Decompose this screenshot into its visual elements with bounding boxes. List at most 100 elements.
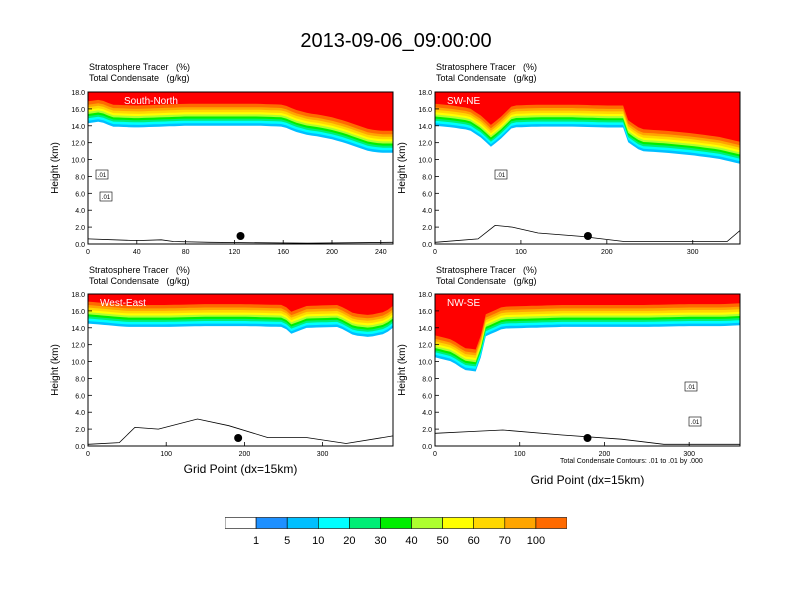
y-tick-label: 10.0 bbox=[418, 158, 432, 165]
x-tick-label: 0 bbox=[86, 249, 90, 256]
y-tick-label: 10.0 bbox=[71, 158, 85, 165]
y-tick-label: 0.0 bbox=[422, 444, 432, 451]
colorbar-box-3 bbox=[318, 517, 350, 529]
contour-label-box bbox=[95, 169, 109, 180]
panel-1-label: Stratosphere Tracer (%) Total Condensate… bbox=[89, 62, 191, 83]
colorbar-label: 60 bbox=[467, 535, 480, 547]
colorbar-label: 20 bbox=[343, 535, 356, 547]
y-axis-label: Height (km) bbox=[397, 344, 408, 396]
colorbar-box-4 bbox=[349, 517, 381, 529]
y-tick-label: 6.0 bbox=[422, 191, 432, 198]
contour-label: .01 bbox=[497, 173, 506, 179]
colorbar-label: 70 bbox=[498, 535, 511, 547]
chart-title: 2013-09-06_09:00:00 bbox=[300, 30, 492, 52]
panel-name: West-East bbox=[100, 298, 146, 309]
panel-sw-ne: SW-NE 0.0 2.0 4.0 6.0 8.0 10.0 12.0 14.0 16.0 18.0… bbox=[397, 90, 741, 256]
colorbar-label: 40 bbox=[405, 535, 418, 547]
contour-label-box bbox=[99, 191, 113, 202]
y-tick-label: 14.0 bbox=[418, 124, 432, 131]
y-tick-label: 0.0 bbox=[75, 242, 85, 249]
colorbar-label: 30 bbox=[374, 535, 387, 547]
y-tick-label: 10.0 bbox=[418, 360, 432, 367]
x-tick-label: 200 bbox=[239, 451, 251, 458]
y-axis-label: Height (km) bbox=[50, 344, 61, 396]
location-marker bbox=[236, 232, 245, 240]
y-tick-label: 12.0 bbox=[418, 343, 432, 350]
y-tick-label: 18.0 bbox=[71, 292, 85, 299]
contour-label: .01 bbox=[98, 173, 107, 179]
colorbar-box-0 bbox=[225, 517, 257, 529]
location-marker bbox=[583, 434, 592, 442]
panel-nw-se: NW-SE 0.0 2.0 4.0 6.0 8.0 10.0 12.0 14.0 16.0 18.0… bbox=[397, 292, 741, 458]
x-tick-label: 160 bbox=[277, 249, 289, 256]
plot-frame bbox=[87, 293, 394, 447]
colorbar-labels: 1 5 10 20 30 40 50 60 70 100 bbox=[225, 535, 567, 549]
y-tick-label: 4.0 bbox=[422, 410, 432, 417]
contour-label-box bbox=[494, 169, 508, 180]
location-marker bbox=[234, 434, 243, 442]
y-axis-label: Height (km) bbox=[50, 142, 61, 194]
panel-west-east: West-East 0.0 2.0 4.0 6.0 8.0 10.0 12.0 14.0 16.0… bbox=[50, 292, 394, 458]
x-tick-label: 80 bbox=[182, 249, 190, 256]
y-tick-label: 14.0 bbox=[71, 326, 85, 333]
y-tick-label: 12.0 bbox=[418, 141, 432, 148]
tracer-band-8 bbox=[435, 294, 740, 353]
tracer-band-9 bbox=[88, 294, 393, 315]
x-tick-label: 100 bbox=[160, 451, 172, 458]
contour-note: Total Condensate Contours: .01 to .01 by… bbox=[560, 458, 703, 465]
y-tick-label: 12.0 bbox=[71, 343, 85, 350]
x-tick-label: 40 bbox=[133, 249, 141, 256]
y-tick-label: 2.0 bbox=[422, 427, 432, 434]
location-marker bbox=[583, 232, 592, 240]
y-tick-label: 18.0 bbox=[418, 90, 432, 97]
colorbar-label: 100 bbox=[526, 535, 546, 547]
colorbar-box-9 bbox=[504, 517, 537, 529]
colorbar-box-2 bbox=[286, 517, 319, 529]
y-tick-label: 4.0 bbox=[75, 410, 85, 417]
y-tick-label: 6.0 bbox=[422, 393, 432, 400]
y-tick-label: 14.0 bbox=[418, 326, 432, 333]
panel-2-label: Stratosphere Tracer (%) Total Condensate… bbox=[436, 62, 538, 83]
y-tick-label: 16.0 bbox=[418, 309, 432, 316]
colorbar-box-10 bbox=[535, 517, 567, 529]
panel-name: SW-NE bbox=[447, 96, 480, 107]
colorbar-box-8 bbox=[473, 517, 506, 529]
panel-south-north: South-North 0.0 2.0 4.0 6.0 8.0 10.0 12.0 14.0 16… bbox=[50, 90, 394, 256]
y-tick-label: 16.0 bbox=[71, 107, 85, 114]
x-tick-label: 200 bbox=[601, 249, 613, 256]
x-tick-label: 240 bbox=[375, 249, 387, 256]
y-tick-label: 2.0 bbox=[75, 427, 85, 434]
y-tick-label: 18.0 bbox=[418, 292, 432, 299]
y-tick-label: 8.0 bbox=[422, 376, 432, 383]
x-tick-label: 0 bbox=[433, 451, 437, 458]
y-tick-label: 2.0 bbox=[422, 225, 432, 232]
plot-frame bbox=[87, 91, 394, 245]
y-tick-label: 0.0 bbox=[422, 242, 432, 249]
x-tick-label: 0 bbox=[433, 249, 437, 256]
panel-name: NW-SE bbox=[447, 298, 480, 309]
x-tick-label: 120 bbox=[229, 249, 241, 256]
y-tick-label: 12.0 bbox=[71, 141, 85, 148]
colorbar-label: 1 bbox=[253, 535, 260, 547]
tracer-band-9 bbox=[88, 92, 393, 131]
colorbar-box-1 bbox=[255, 517, 288, 529]
y-tick-label: 18.0 bbox=[71, 90, 85, 97]
contour-label: .01 bbox=[687, 385, 696, 391]
y-tick-label: 2.0 bbox=[75, 225, 85, 232]
x-tick-label: 100 bbox=[515, 249, 527, 256]
x-tick-label: 300 bbox=[683, 451, 695, 458]
x-tick-label: 0 bbox=[86, 451, 90, 458]
contour-label-box bbox=[684, 381, 698, 392]
x-tick-label: 300 bbox=[687, 249, 699, 256]
x-axis-label-left: Grid Point (dx=15km) bbox=[183, 462, 298, 476]
colorbar-label: 5 bbox=[284, 535, 291, 547]
y-tick-label: 10.0 bbox=[71, 360, 85, 367]
colorbar bbox=[225, 517, 567, 529]
y-tick-label: 16.0 bbox=[71, 309, 85, 316]
y-axis-label: Height (km) bbox=[397, 142, 408, 194]
y-tick-label: 8.0 bbox=[75, 174, 85, 181]
colorbar-label: 50 bbox=[436, 535, 449, 547]
x-tick-label: 300 bbox=[317, 451, 329, 458]
plot-frame bbox=[434, 91, 741, 245]
